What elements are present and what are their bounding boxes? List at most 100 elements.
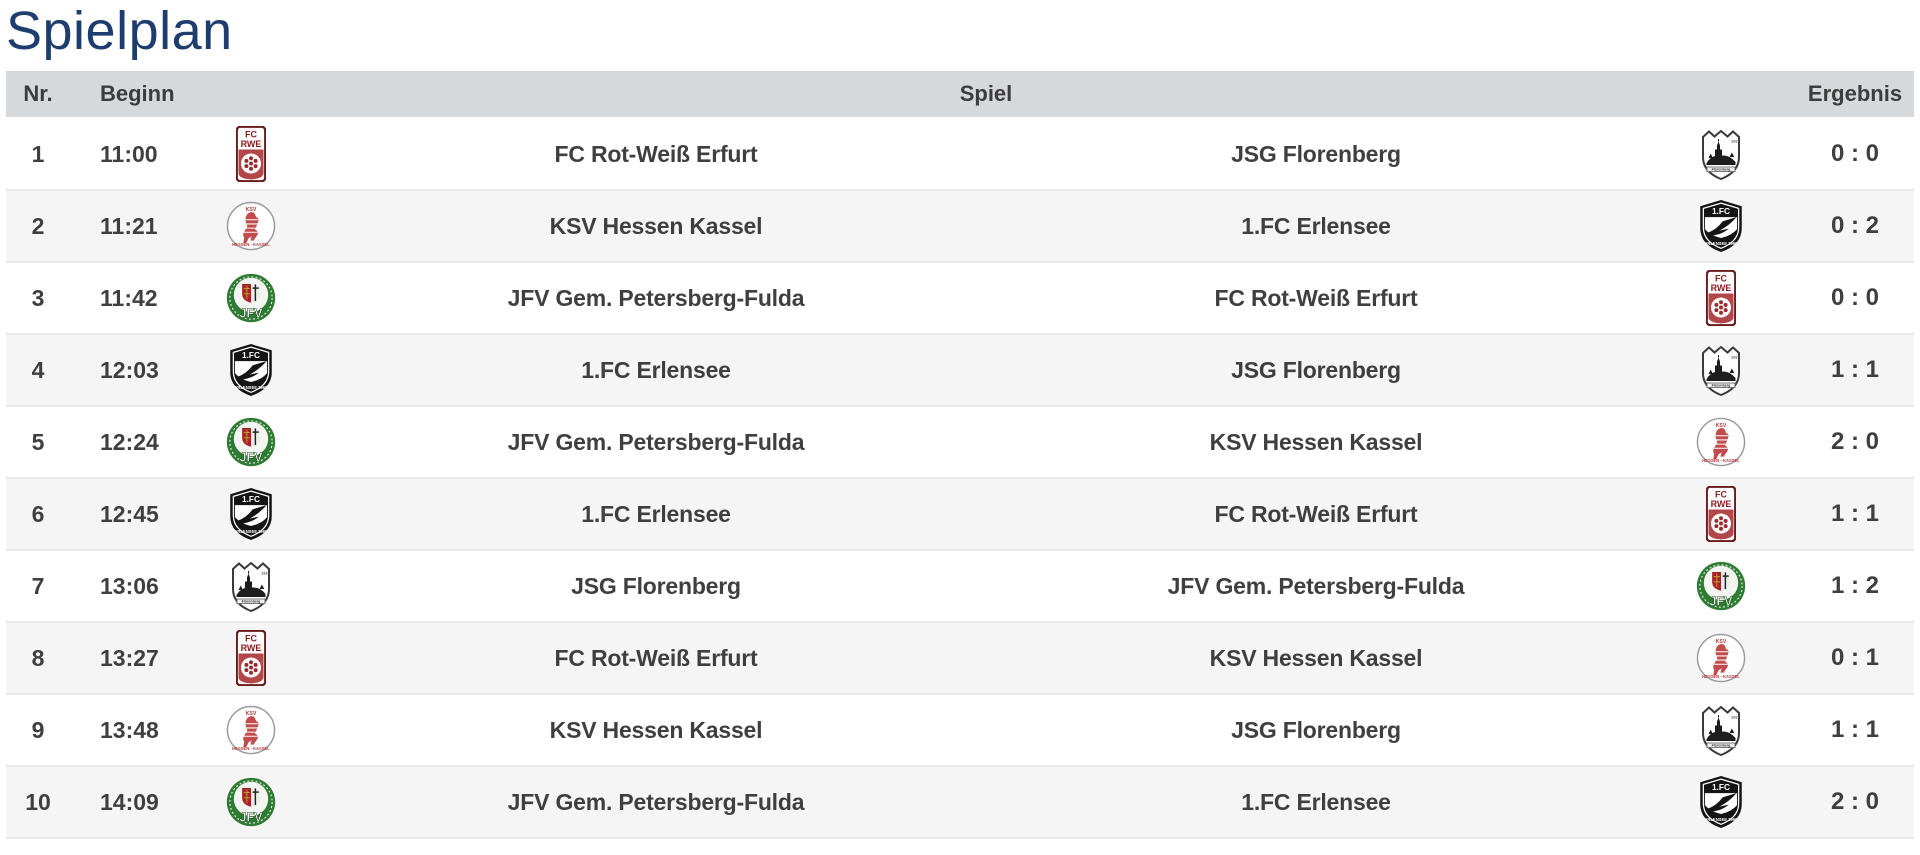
match-result: 1 : 1: [1830, 356, 1880, 384]
away-team-name: KSV Hessen Kassel: [1209, 644, 1423, 671]
jfv-crest: JFV: [224, 413, 278, 471]
jfv-crest-icon: JFV: [1696, 562, 1746, 611]
match-result: 1 : 2: [1830, 572, 1880, 600]
match-result: 2 : 0: [1830, 788, 1880, 816]
match-number: 1: [31, 140, 45, 167]
away-team-logo: 1921 Florenberg: [1646, 701, 1796, 759]
svg-text:JFV: JFV: [240, 811, 264, 825]
away-team-logo: 1.FC ERLENSEE 1960: [1646, 197, 1796, 255]
florenberg-crest: 1921 Florenberg: [224, 557, 278, 615]
match-result: 0 : 2: [1830, 212, 1880, 240]
ksv-crest: KSV HESSEN - KASSEL: [224, 197, 278, 255]
match-result: 1 : 1: [1830, 716, 1880, 744]
home-team-name: JFV Gem. Petersberg-Fulda: [507, 428, 805, 455]
home-team-name: JFV Gem. Petersberg-Fulda: [507, 788, 805, 815]
ksv-crest: KSV HESSEN - KASSEL: [1694, 413, 1748, 471]
home-team-logo: FC RWE: [176, 125, 326, 183]
svg-text:1.FC: 1.FC: [242, 494, 260, 504]
svg-text:1921: 1921: [261, 571, 271, 576]
svg-text:HESSEN - KASSEL: HESSEN - KASSEL: [1702, 458, 1740, 463]
match-number: 5: [31, 428, 45, 455]
florenberg-crest: 1921 Florenberg: [1694, 125, 1748, 183]
match-number: 10: [25, 788, 51, 815]
jfv-crest-icon: JFV: [226, 778, 276, 827]
svg-text:Florenberg: Florenberg: [1712, 744, 1731, 748]
jfv-crest: JFV: [224, 773, 278, 831]
rwe-crest: FC RWE: [1694, 269, 1748, 327]
match-number: 9: [31, 716, 45, 743]
match-row: 1 11:00 FC RWE FC Rot-Weiß Erfurt JSG Fl…: [6, 119, 1914, 192]
ksv-crest-icon: KSV HESSEN - KASSEL: [1696, 418, 1746, 467]
erlensee-crest-icon: 1.FC ERLENSEE 1960: [1700, 200, 1742, 253]
home-team-name: JSG Florenberg: [571, 572, 741, 599]
away-team-logo: FC RWE: [1646, 269, 1796, 327]
match-row: 6 12:45 1.FC ERLENSEE 1960 1.FC Erlensee…: [6, 479, 1914, 552]
match-start-time: 12:45: [100, 500, 159, 527]
match-start-time: 13:48: [100, 716, 159, 743]
away-team-name: JSG Florenberg: [1231, 716, 1401, 743]
jfv-crest: JFV: [1694, 557, 1748, 615]
svg-text:RWE: RWE: [241, 643, 262, 653]
away-team-name: KSV Hessen Kassel: [1209, 428, 1423, 455]
table-header-row: Nr. Beginn Spiel Ergebnis: [6, 71, 1914, 118]
match-row: 9 13:48 KSV HESSEN - KASSEL KSV Hessen K…: [6, 695, 1914, 768]
svg-text:HESSEN - KASSEL: HESSEN - KASSEL: [1702, 674, 1740, 679]
match-row: 4 12:03 1.FC ERLENSEE 1960 1.FC Erlensee…: [6, 335, 1914, 408]
home-team-name: FC Rot-Weiß Erfurt: [554, 644, 758, 671]
florenberg-crest-icon: 1921 Florenberg: [1702, 346, 1741, 397]
rwe-crest-icon: FC RWE: [1706, 270, 1736, 327]
match-row: 7 13:06 1921 Florenberg JSG Florenberg J…: [6, 551, 1914, 624]
svg-text:FC: FC: [1715, 274, 1727, 284]
home-team-logo: 1.FC ERLENSEE 1960: [176, 341, 326, 399]
ksv-crest: KSV HESSEN - KASSEL: [224, 701, 278, 759]
svg-text:1.FC: 1.FC: [242, 350, 260, 360]
match-start-time: 11:42: [100, 284, 158, 311]
svg-text:FC: FC: [1715, 490, 1727, 500]
match-result: 0 : 1: [1830, 644, 1880, 672]
match-result: 0 : 0: [1830, 284, 1880, 312]
home-team-logo: JFV: [176, 773, 326, 831]
erlensee-crest: 1.FC ERLENSEE 1960: [1694, 773, 1748, 831]
away-team-logo: 1921 Florenberg: [1646, 341, 1796, 399]
svg-text:1921: 1921: [1731, 139, 1741, 144]
svg-text:ERLENSEE 1960: ERLENSEE 1960: [1705, 818, 1738, 823]
florenberg-crest-icon: 1921 Florenberg: [1702, 706, 1741, 757]
match-result: 0 : 0: [1830, 140, 1880, 168]
ksv-crest: KSV HESSEN - KASSEL: [1694, 629, 1748, 687]
svg-text:ERLENSEE 1960: ERLENSEE 1960: [235, 530, 268, 535]
match-row: 2 11:21 KSV HESSEN - KASSEL KSV Hessen K…: [6, 191, 1914, 264]
rwe-crest-icon: FC RWE: [236, 630, 266, 687]
match-result: 1 : 1: [1830, 500, 1880, 528]
match-number: 8: [31, 644, 45, 671]
home-team-name: FC Rot-Weiß Erfurt: [554, 140, 758, 167]
away-team-logo: KSV HESSEN - KASSEL: [1646, 629, 1796, 687]
jfv-crest-icon: JFV: [226, 418, 276, 467]
home-team-name: 1.FC Erlensee: [581, 356, 731, 383]
rwe-crest: FC RWE: [224, 125, 278, 183]
match-number: 2: [31, 212, 45, 239]
jfv-crest: JFV: [224, 269, 278, 327]
away-team-name: FC Rot-Weiß Erfurt: [1214, 500, 1418, 527]
erlensee-crest-icon: 1.FC ERLENSEE 1960: [1700, 776, 1742, 829]
home-team-name: KSV Hessen Kassel: [549, 716, 763, 743]
match-start-time: 12:03: [100, 356, 159, 383]
erlensee-crest-icon: 1.FC ERLENSEE 1960: [230, 488, 272, 541]
home-team-logo: 1921 Florenberg: [176, 557, 326, 615]
away-team-logo: JFV: [1646, 557, 1796, 615]
svg-text:HESSEN - KASSEL: HESSEN - KASSEL: [232, 746, 270, 751]
away-team-name: FC Rot-Weiß Erfurt: [1214, 284, 1418, 311]
page-title: Spielplan: [6, 1, 233, 61]
erlensee-crest: 1.FC ERLENSEE 1960: [1694, 197, 1748, 255]
header-beginn: Beginn: [100, 81, 175, 107]
header-nr: Nr.: [23, 81, 53, 107]
svg-text:FC: FC: [245, 130, 257, 140]
match-row: 5 12:24 JFV JFV Gem. Petersberg-Fulda KS…: [6, 407, 1914, 480]
svg-text:KSV: KSV: [246, 207, 257, 213]
ksv-crest-icon: KSV HESSEN - KASSEL: [226, 202, 276, 251]
svg-text:Florenberg: Florenberg: [1712, 168, 1731, 172]
svg-text:1921: 1921: [1731, 355, 1741, 360]
svg-text:KSV: KSV: [1716, 639, 1727, 645]
match-start-time: 12:24: [100, 428, 159, 455]
header-ergebnis: Ergebnis: [1807, 81, 1903, 107]
schedule-table-body: 1 11:00 FC RWE FC Rot-Weiß Erfurt JSG Fl…: [6, 119, 1914, 840]
